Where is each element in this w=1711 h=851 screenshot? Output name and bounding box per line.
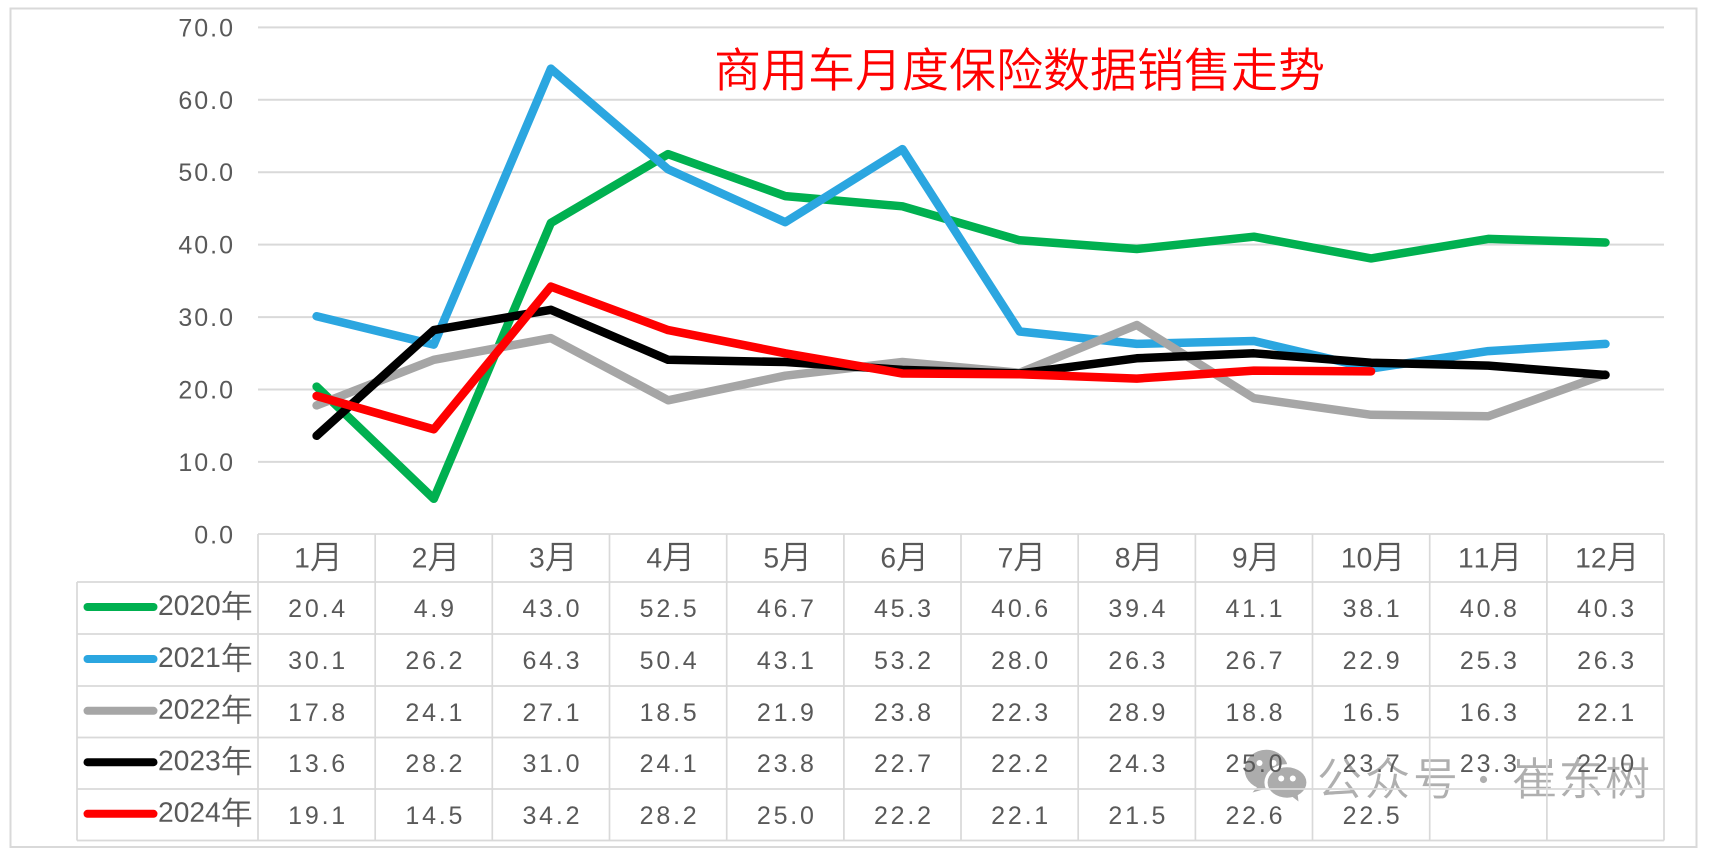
svg-text:18.5: 18.5 — [640, 699, 700, 727]
svg-text:23.7: 23.7 — [1343, 750, 1403, 778]
svg-text:34.2: 34.2 — [522, 802, 582, 830]
svg-text:25.3: 25.3 — [1460, 647, 1520, 675]
svg-text:24.1: 24.1 — [640, 750, 700, 778]
svg-text:22.5: 22.5 — [1343, 802, 1403, 830]
svg-text:38.1: 38.1 — [1343, 595, 1403, 623]
svg-text:40.8: 40.8 — [1460, 595, 1520, 623]
svg-text:10.0: 10.0 — [178, 449, 235, 477]
svg-text:30.1: 30.1 — [288, 647, 348, 675]
svg-text:22.1: 22.1 — [1577, 699, 1637, 727]
svg-text:39.4: 39.4 — [1108, 595, 1168, 623]
svg-text:22.3: 22.3 — [991, 699, 1051, 727]
svg-text:50.4: 50.4 — [640, 647, 700, 675]
svg-text:26.7: 26.7 — [1225, 647, 1285, 675]
svg-text:22.6: 22.6 — [1225, 802, 1285, 830]
svg-text:22.0: 22.0 — [1577, 750, 1637, 778]
svg-text:25.0: 25.0 — [1225, 750, 1285, 778]
svg-text:21.5: 21.5 — [1108, 802, 1168, 830]
svg-text:22.7: 22.7 — [874, 750, 934, 778]
svg-text:28.2: 28.2 — [405, 750, 465, 778]
svg-text:25.0: 25.0 — [757, 802, 817, 830]
svg-text:22.1: 22.1 — [991, 802, 1051, 830]
svg-text:40.6: 40.6 — [991, 595, 1051, 623]
svg-text:43.0: 43.0 — [522, 595, 582, 623]
svg-text:43.1: 43.1 — [757, 647, 817, 675]
svg-text:28.9: 28.9 — [1108, 699, 1168, 727]
svg-text:27.1: 27.1 — [522, 699, 582, 727]
svg-text:24.1: 24.1 — [405, 699, 465, 727]
svg-text:14.5: 14.5 — [405, 802, 465, 830]
svg-text:18.8: 18.8 — [1225, 699, 1285, 727]
svg-text:21.9: 21.9 — [757, 699, 817, 727]
svg-text:23.3: 23.3 — [1460, 750, 1520, 778]
svg-text:13.6: 13.6 — [288, 750, 348, 778]
svg-text:40.3: 40.3 — [1577, 595, 1637, 623]
svg-text:45.3: 45.3 — [874, 595, 934, 623]
svg-text:70.0: 70.0 — [178, 14, 235, 42]
svg-text:40.0: 40.0 — [178, 232, 235, 260]
svg-text:50.0: 50.0 — [178, 159, 235, 187]
svg-text:4.9: 4.9 — [414, 595, 457, 623]
svg-text:60.0: 60.0 — [178, 87, 235, 115]
svg-text:19.1: 19.1 — [288, 802, 348, 830]
svg-text:28.0: 28.0 — [991, 647, 1051, 675]
svg-text:20.0: 20.0 — [178, 377, 235, 405]
svg-text:17.8: 17.8 — [288, 699, 348, 727]
svg-text:26.3: 26.3 — [1108, 647, 1168, 675]
svg-text:23.8: 23.8 — [874, 699, 934, 727]
svg-text:26.2: 26.2 — [405, 647, 465, 675]
svg-text:64.3: 64.3 — [522, 647, 582, 675]
svg-text:31.0: 31.0 — [522, 750, 582, 778]
svg-text:52.5: 52.5 — [640, 595, 700, 623]
svg-text:53.2: 53.2 — [874, 647, 934, 675]
svg-text:20.4: 20.4 — [288, 595, 348, 623]
svg-text:22.2: 22.2 — [991, 750, 1051, 778]
svg-text:24.3: 24.3 — [1108, 750, 1168, 778]
svg-text:23.8: 23.8 — [757, 750, 817, 778]
svg-text:30.0: 30.0 — [178, 304, 235, 332]
svg-text:41.1: 41.1 — [1225, 595, 1285, 623]
svg-text:26.3: 26.3 — [1577, 647, 1637, 675]
svg-text:46.7: 46.7 — [757, 595, 817, 623]
svg-text:0.0: 0.0 — [194, 521, 235, 549]
svg-text:22.9: 22.9 — [1343, 647, 1403, 675]
svg-text:28.2: 28.2 — [640, 802, 700, 830]
svg-text:16.3: 16.3 — [1460, 699, 1520, 727]
svg-text:16.5: 16.5 — [1343, 699, 1403, 727]
svg-text:22.2: 22.2 — [874, 802, 934, 830]
